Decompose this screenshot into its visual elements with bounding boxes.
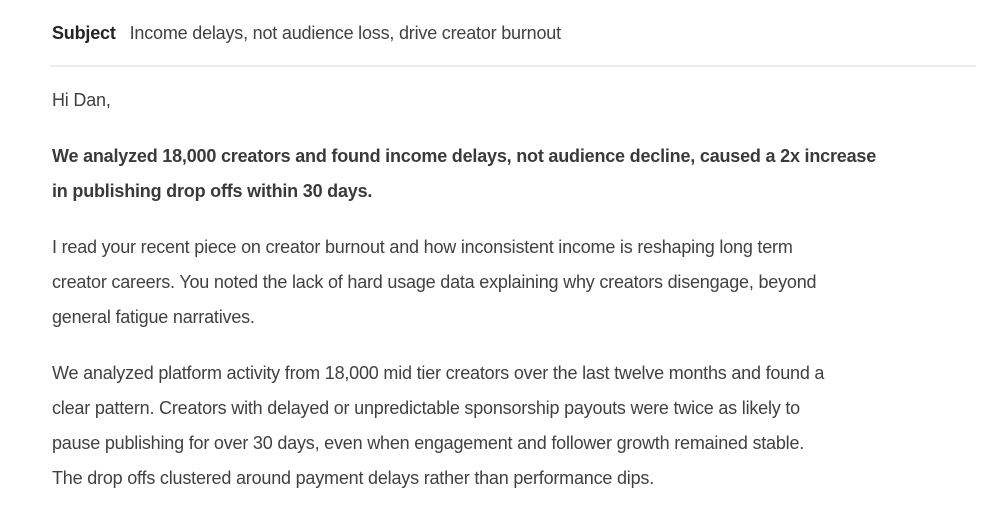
body-line: creator careers. You noted the lack of h… [52, 272, 817, 292]
body-paragraph-context: I read your recent piece on creator burn… [52, 230, 952, 335]
body-paragraph-key-finding: We analyzed 18,000 creators and found in… [52, 139, 952, 209]
body-paragraph-analysis: We analyzed platform activity from 18,00… [52, 356, 952, 496]
email-body-editor[interactable]: Hi Dan, We analyzed 18,000 creators and … [0, 67, 994, 496]
body-line: in publishing drop offs within 30 days. [52, 181, 373, 201]
body-line: We analyzed platform activity from 18,00… [52, 363, 825, 383]
body-line: We analyzed 18,000 creators and found in… [52, 146, 877, 166]
body-line: The drop offs clustered around payment d… [52, 468, 655, 488]
subject-row: Subject Income delays, not audience loss… [0, 0, 994, 51]
body-line: clear pattern. Creators with delayed or … [52, 398, 800, 418]
body-line: I read your recent piece on creator burn… [52, 237, 793, 257]
subject-input[interactable]: Income delays, not audience loss, drive … [129, 23, 561, 43]
body-line: general fatigue narratives. [52, 307, 255, 327]
body-paragraph-greeting: Hi Dan, [52, 83, 952, 118]
greeting-line: Hi Dan, [52, 90, 111, 110]
subject-divider [50, 65, 976, 67]
body-line: pause publishing for over 30 days, even … [52, 433, 805, 453]
subject-label: Subject [52, 23, 116, 43]
